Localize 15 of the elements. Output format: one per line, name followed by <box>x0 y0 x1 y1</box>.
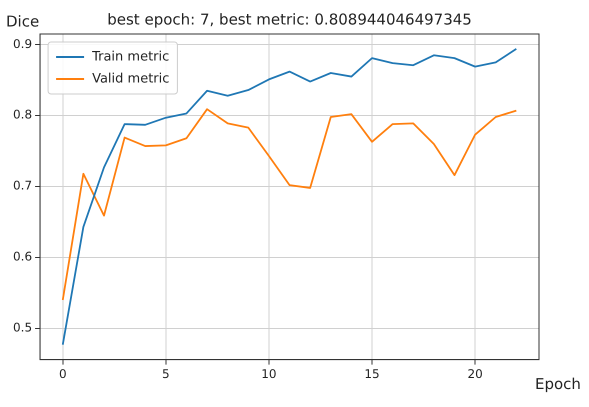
x-tick-label: 5 <box>162 366 170 381</box>
y-tick-label: 0.8 <box>12 108 32 122</box>
x-axis-title: Epoch <box>535 374 581 393</box>
x-tick-label: 15 <box>364 366 380 381</box>
y-tick-label: 0.5 <box>12 320 32 335</box>
y-tick-label: 0.9 <box>12 36 32 51</box>
y-tick-label: 0.6 <box>12 250 32 264</box>
chart-title: best epoch: 7, best metric: 0.808944046497345 <box>107 10 472 28</box>
x-tick-label: 20 <box>467 366 483 381</box>
x-tick-label: 0 <box>58 366 67 381</box>
y-tick-label: 0.7 <box>12 178 32 193</box>
y-axis-title: Dice <box>6 12 40 30</box>
legend-label: Valid metric <box>92 71 170 86</box>
legend-label: Train metric <box>91 49 170 64</box>
x-tick-label: 10 <box>261 366 277 381</box>
